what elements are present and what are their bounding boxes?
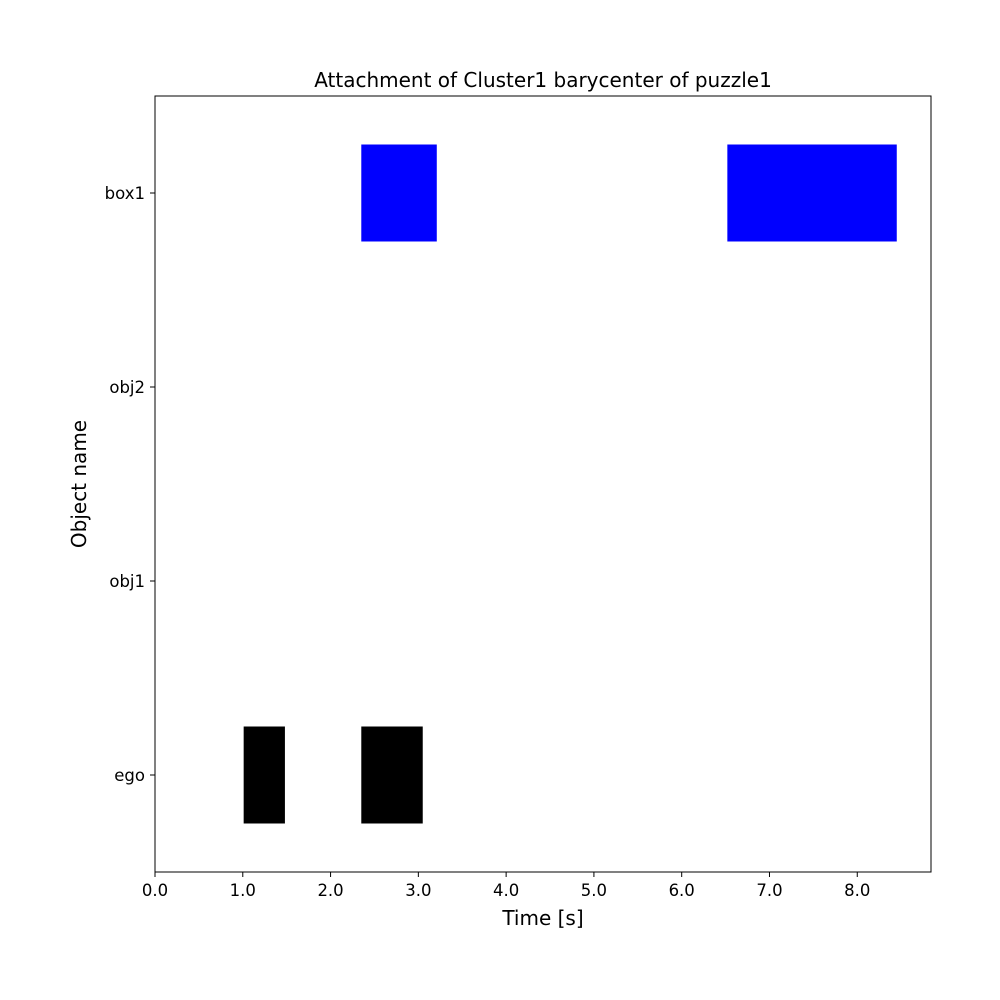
interval-bar-box1-2 — [361, 144, 437, 242]
y-tick-label-box1: box1 — [105, 184, 145, 203]
interval-bar-ego-1 — [361, 726, 423, 824]
x-axis-ticks: 0.0 1.0 2.0 3.0 4.0 5.0 6.0 7.0 8.0 — [142, 872, 870, 900]
x-tick-label: 5.0 — [581, 881, 607, 900]
plot-frame — [154, 95, 932, 873]
y-axis-label: Object name — [67, 420, 91, 548]
y-tick-label-obj2: obj2 — [109, 378, 145, 397]
interval-bars — [243, 144, 897, 824]
y-tick-label-ego: ego — [114, 766, 145, 785]
chart-title: Attachment of Cluster1 barycenter of puz… — [314, 68, 772, 92]
x-tick-label: 4.0 — [493, 881, 519, 900]
y-axis-ticks: ego obj1 obj2 box1 — [105, 184, 155, 785]
x-axis-label: Time [s] — [501, 906, 583, 930]
x-tick-label: 8.0 — [844, 881, 870, 900]
y-tick-label-obj1: obj1 — [109, 572, 145, 591]
x-tick-label: 7.0 — [756, 881, 782, 900]
x-tick-label: 1.0 — [230, 881, 256, 900]
x-tick-label: 3.0 — [405, 881, 431, 900]
interval-bar-ego-0 — [243, 726, 285, 824]
interval-bar-box1-3 — [727, 144, 897, 242]
x-tick-label: 0.0 — [142, 881, 168, 900]
x-tick-label: 6.0 — [669, 881, 695, 900]
x-tick-label: 2.0 — [317, 881, 343, 900]
